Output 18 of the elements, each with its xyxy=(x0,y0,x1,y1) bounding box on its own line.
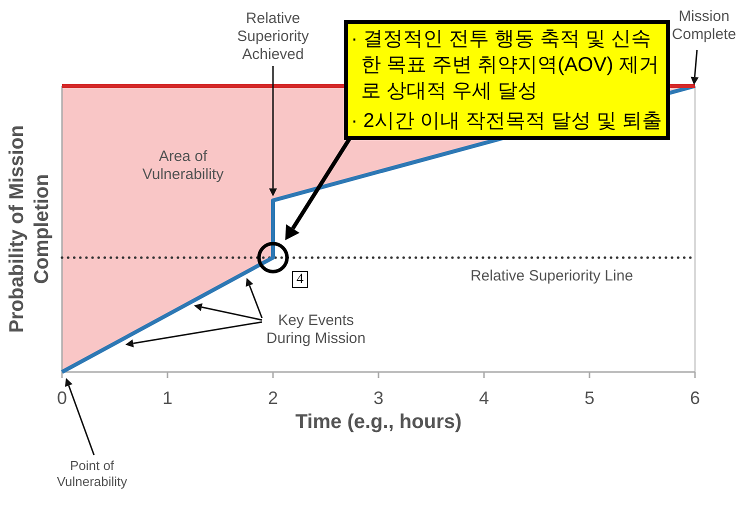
annotation: Area of Vulnerability xyxy=(141,148,225,184)
x-tick-label: 4 xyxy=(478,388,490,408)
x-tick-label: 2 xyxy=(268,388,278,408)
y-axis-title: Probability of Mission Completion xyxy=(5,124,54,335)
annotation: · 2시간 이내 작전목적 달성 및 퇴출 xyxy=(351,109,663,134)
ref-line-label: Relative Superiority Line xyxy=(470,268,634,285)
x-tick-label: 3 xyxy=(373,388,384,408)
annotation: · 결정적인 전투 행동 축적 및 신속한 목표 주변 취약지역(AOV) 제거로 상대적 우세 달성 xyxy=(351,27,660,104)
x-tick-label: 6 xyxy=(690,388,700,408)
text: Relative Superiority Achieved xyxy=(236,10,310,64)
annotation: 4 xyxy=(292,271,308,288)
x-axis-title: Time (e.g., hours) xyxy=(294,410,463,434)
x-tick-label: 0 xyxy=(56,388,68,408)
annotation: Key Events During Mission xyxy=(266,312,366,348)
text: Mission Complete xyxy=(670,8,738,44)
x-tick-label: 1 xyxy=(162,388,173,408)
x-tick-label: 5 xyxy=(584,388,595,408)
text: Point of Vulnerability xyxy=(56,458,128,490)
